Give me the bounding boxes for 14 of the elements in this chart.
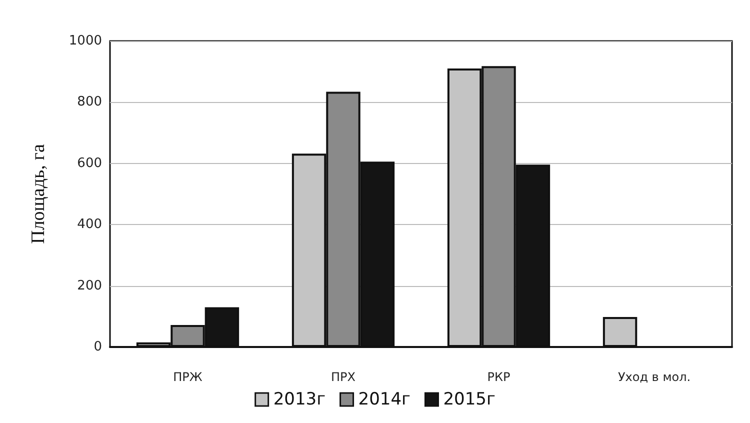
x-tick-label: РКР (487, 370, 510, 384)
y-tick-label: 600 (77, 156, 102, 171)
x-tick-label: ПРХ (331, 370, 356, 384)
y-axis-title: Площадь, га (28, 144, 49, 244)
legend-label: 2013г (273, 390, 326, 410)
y-tick-label: 1000 (68, 34, 102, 48)
y-tick-label: 200 (77, 278, 102, 294)
legend-label: 2015г (443, 390, 496, 410)
y-tick-label: 800 (77, 94, 102, 110)
y-tick-label: 400 (77, 217, 102, 232)
legend-label: 2014г (358, 390, 411, 410)
x-tick-label: ПРЖ (173, 370, 202, 384)
x-tick-label: Уход в мол. (618, 370, 691, 384)
y-tick-label: 0 (94, 340, 102, 354)
